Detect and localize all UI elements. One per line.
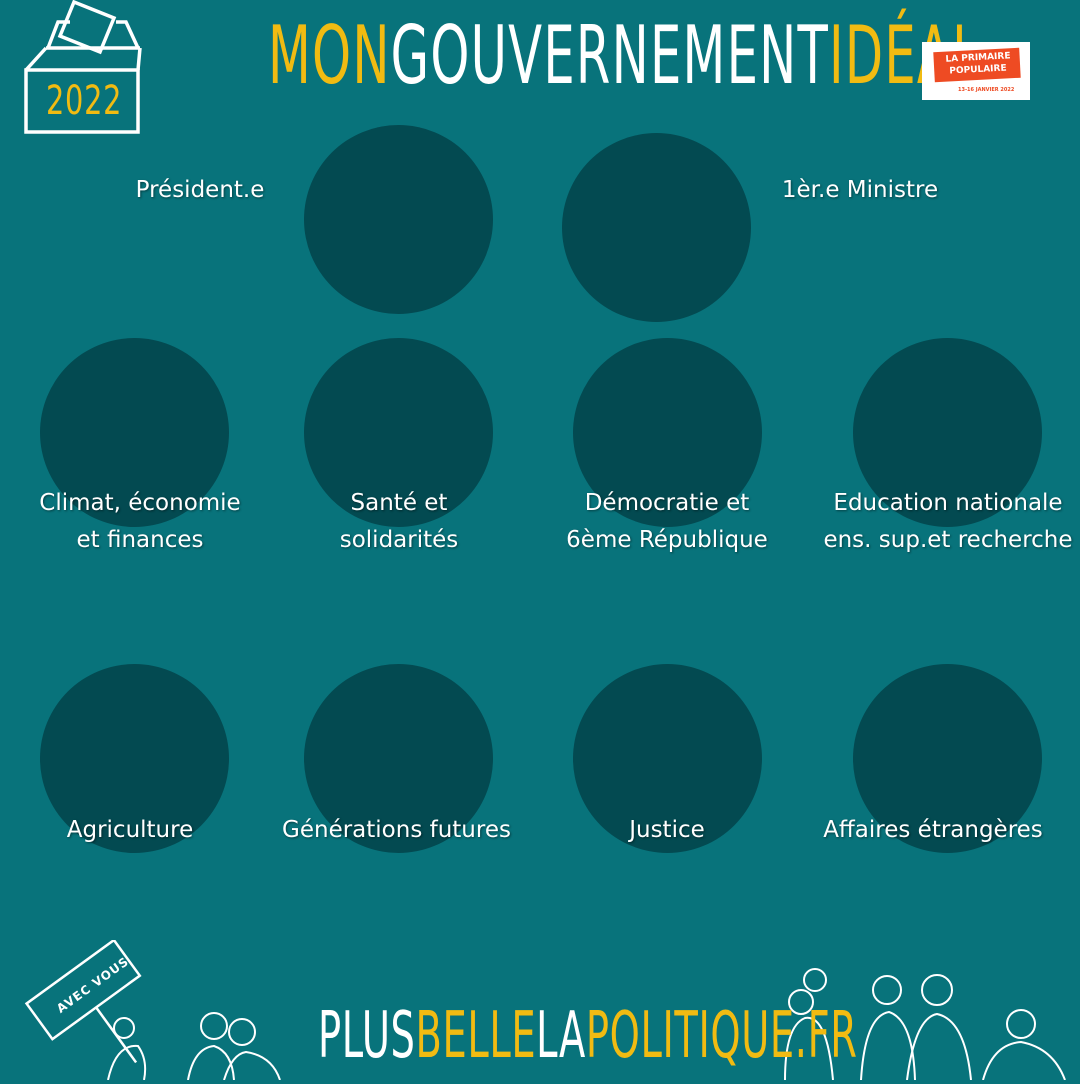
footer-plus: PLUS <box>318 999 416 1073</box>
photo-slot-affaires[interactable] <box>853 664 1042 853</box>
label-democratie: Démocratie et 6ème République <box>566 490 768 553</box>
ballot-box-icon <box>24 0 142 134</box>
label-prime-minister: 1èr.e Ministre <box>781 177 939 203</box>
photo-slot-democratie[interactable] <box>573 338 762 527</box>
label-climat: Climat, économie et finances <box>39 490 241 553</box>
protest-sign-illustration: AVEC VOUS <box>20 938 160 1081</box>
people-left-icon <box>187 1012 281 1081</box>
badge-dates: 13-16 JANVIER 2022 <box>958 87 1015 93</box>
ballot-box-logo: 2022 <box>22 0 142 136</box>
label-president: Président.e <box>135 177 265 203</box>
photo-slot-agriculture[interactable] <box>40 664 229 853</box>
footer-belle: BELLE <box>415 999 537 1073</box>
primaire-populaire-badge: LA PRIMAIRE POPULAIRE 13-16 JANVIER 2022 <box>922 42 1052 102</box>
photo-slot-climat[interactable] <box>40 338 229 527</box>
label-agriculture: Agriculture <box>66 817 194 843</box>
people-illustration-left <box>180 1002 290 1081</box>
label-justice: Justice <box>629 817 705 843</box>
label-affaires: Affaires étrangères <box>823 817 1043 843</box>
protest-sign-icon <box>24 938 147 1081</box>
people-right-icon <box>784 968 1066 1081</box>
photo-slot-education[interactable] <box>853 338 1042 527</box>
ballot-year: 2022 <box>46 78 123 124</box>
label-sante: Santé et solidarités <box>339 490 459 553</box>
title-mon: MON <box>268 9 391 102</box>
footer-la: LA <box>536 999 586 1073</box>
photo-slot-generations[interactable] <box>304 664 493 853</box>
photo-slot-prime-minister[interactable] <box>562 133 751 322</box>
page-title: MONGOUVERNEMENTIDÉAL <box>268 6 980 106</box>
photo-slot-justice[interactable] <box>573 664 762 853</box>
title-gouvernement: GOUVERNEMENT <box>390 9 830 102</box>
label-education: Education nationale ens. sup.et recherche <box>823 490 1073 553</box>
people-illustration-right <box>775 962 1080 1081</box>
photo-slot-sante[interactable] <box>304 338 493 527</box>
photo-slot-president[interactable] <box>304 125 493 314</box>
footer-url: PLUSBELLELAPOLITIQUE.FR <box>318 996 857 1076</box>
label-generations: Générations futures <box>282 817 511 843</box>
footer-politique: POLITIQUE.FR <box>585 999 858 1073</box>
